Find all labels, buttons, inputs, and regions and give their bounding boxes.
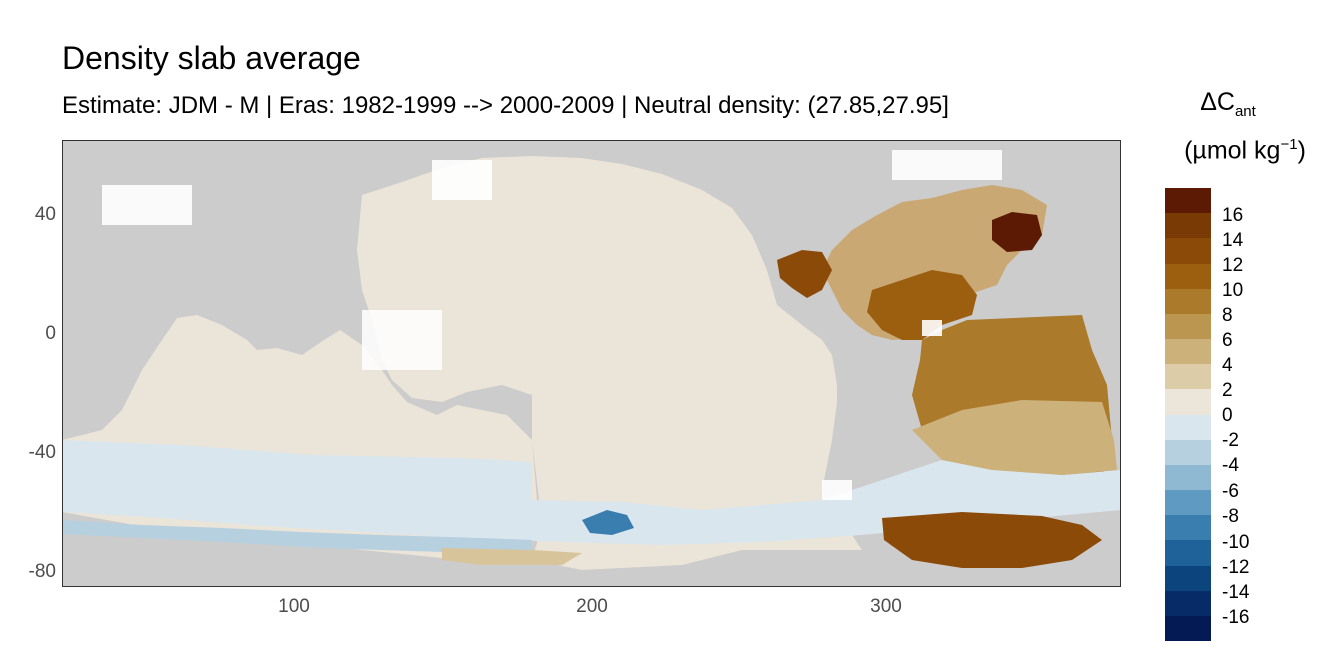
legend-label-2: 2 <box>1222 380 1233 401</box>
legend-unit-prefix: (µmol kg <box>1184 136 1281 165</box>
y-tick-40: 40 <box>34 204 56 225</box>
legend-swatch <box>1165 213 1211 239</box>
no-data-drake <box>822 480 852 500</box>
legend-label-12: 12 <box>1222 255 1244 276</box>
legend-swatch <box>1165 188 1211 214</box>
legend-swatch <box>1165 238 1211 264</box>
legend-label-4: 4 <box>1222 355 1233 376</box>
legend-swatch <box>1165 414 1211 441</box>
map-title: Density slab average <box>62 40 361 76</box>
map-panel <box>62 140 1121 587</box>
legend-swatch <box>1165 389 1211 415</box>
legend-swatch <box>1165 590 1211 617</box>
pacific-ocean <box>357 156 862 570</box>
labrador-sea <box>992 212 1042 252</box>
legend-swatch <box>1165 490 1211 516</box>
y-tick-minus40: -40 <box>28 442 56 463</box>
antarctic-shelf <box>62 520 532 552</box>
legend-swatch <box>1165 313 1211 340</box>
legend-label-minus10: -10 <box>1222 532 1250 553</box>
legend-title-symbol: ΔC <box>1200 88 1235 116</box>
legend-label-minus16: -16 <box>1222 607 1250 628</box>
east-antarctic-band <box>442 548 582 565</box>
southern-ocean <box>62 440 1121 545</box>
legend-colorbar <box>1165 188 1211 642</box>
central-atlantic <box>867 270 977 340</box>
legend-swatch <box>1165 288 1211 315</box>
no-data-arctic-west <box>102 185 192 225</box>
legend-label-0: 0 <box>1222 405 1233 426</box>
y-tick-minus80: -80 <box>28 561 56 582</box>
legend-label-14: 14 <box>1222 230 1244 251</box>
legend-swatch <box>1165 615 1211 642</box>
y-tick-0: 0 <box>45 323 56 344</box>
panel-border <box>62 140 1121 587</box>
antarctica <box>62 545 1121 587</box>
legend-title-subscript: ant <box>1234 103 1256 120</box>
legend-label-minus4: -4 <box>1222 455 1239 476</box>
legend-swatch <box>1165 515 1211 541</box>
legend-swatch <box>1165 565 1211 592</box>
map-subtitle: Estimate: JDM - M | Eras: 1982-1999 --> … <box>62 92 949 119</box>
legend-unit-suffix: ) <box>1297 136 1306 165</box>
legend-label-minus6: -6 <box>1222 481 1239 502</box>
legend-swatch <box>1165 263 1211 290</box>
x-tick-300: 300 <box>870 596 902 617</box>
legend-swatch <box>1165 364 1211 390</box>
no-data-maritime-continent <box>362 310 442 370</box>
legend-swatch <box>1165 339 1211 365</box>
legend-unit-superscript: −1 <box>1280 136 1298 153</box>
legend-label-minus12: -12 <box>1222 557 1250 578</box>
legend-swatch <box>1165 439 1211 466</box>
weddell-sea <box>882 512 1102 568</box>
legend-swatch <box>1165 540 1211 566</box>
no-data-caribbean <box>922 320 942 336</box>
map-svg <box>62 140 1121 587</box>
legend-label-minus8: -8 <box>1222 506 1239 527</box>
gulf-of-mexico <box>777 250 832 298</box>
no-data-arctic-north <box>432 160 492 200</box>
legend-label-minus2: -2 <box>1222 430 1239 451</box>
legend-label-8: 8 <box>1222 305 1233 326</box>
x-tick-200: 200 <box>576 596 608 617</box>
legend-label-6: 6 <box>1222 330 1233 351</box>
south-atlantic-south <box>912 400 1117 475</box>
x-tick-100: 100 <box>278 596 310 617</box>
no-data-arctic-atlantic <box>892 150 1002 180</box>
legend-label-10: 10 <box>1222 280 1244 301</box>
ross-sea-anomaly <box>582 510 634 535</box>
legend-title-unit: (µmol kg−1) <box>1160 136 1330 165</box>
legend-label-16: 16 <box>1222 205 1244 226</box>
legend-title-main: ΔCant <box>1168 88 1288 120</box>
legend-label-minus14: -14 <box>1222 582 1250 603</box>
legend-swatch <box>1165 464 1211 491</box>
